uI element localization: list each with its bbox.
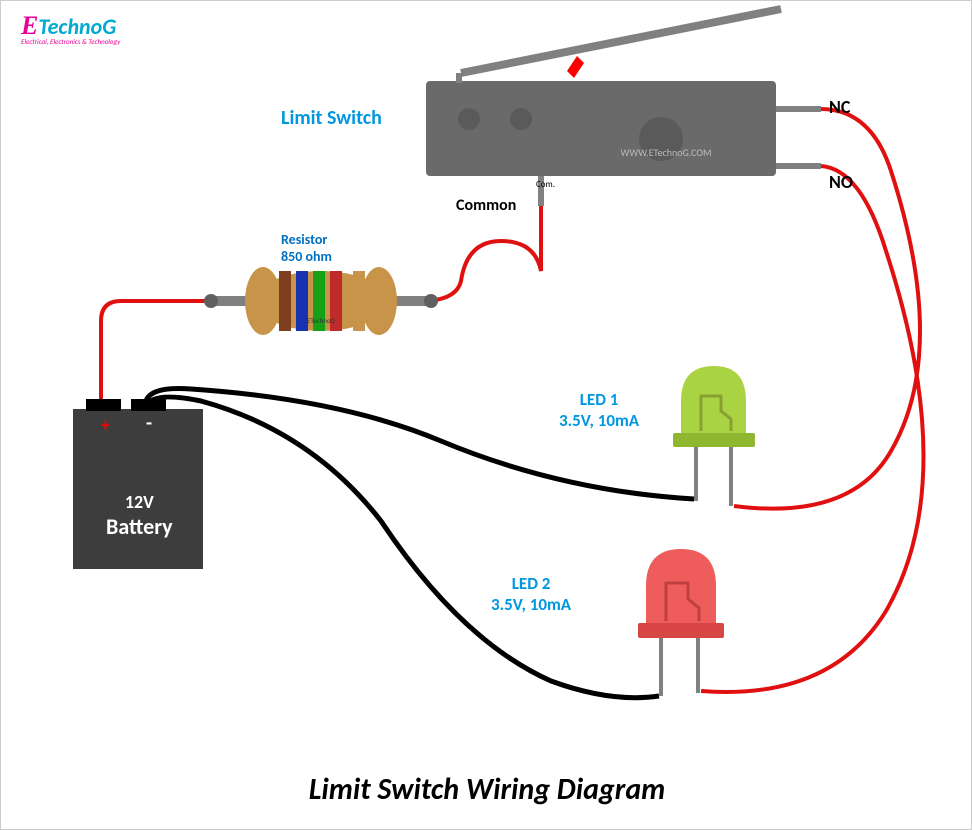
circuit-svg: + - ETechnoG WWW.ETechnoG.COM Com.	[1, 1, 972, 830]
battery: + -	[73, 399, 203, 569]
led2-label: LED 2 3.5V, 10mA	[491, 573, 571, 615]
logo: ETechnoG Electrical, Electronics & Techn…	[21, 11, 120, 46]
limit-switch: WWW.ETechnoG.COM Com.	[426, 9, 781, 190]
diagram-canvas: + - ETechnoG WWW.ETechnoG.COM Com.	[0, 0, 972, 830]
switch-com-short: Com.	[536, 179, 555, 190]
resistor-label: Resistor 850 ohm	[281, 231, 332, 265]
diagram-title: Limit Switch Wiring Diagram	[1, 771, 972, 808]
svg-text:-: -	[146, 411, 152, 435]
battery-voltage: 12V	[106, 491, 173, 513]
logo-sub: Electrical, Electronics & Technology	[21, 37, 120, 46]
svg-text:+: +	[101, 414, 110, 436]
wire-batt-to-led2	[146, 397, 659, 698]
led1	[673, 366, 755, 506]
led1-l2: 3.5V, 10mA	[559, 410, 639, 431]
led2-l2: 3.5V, 10mA	[491, 594, 571, 615]
common-label: Common	[456, 196, 516, 215]
battery-label: 12V Battery	[106, 491, 173, 540]
logo-brand: TechnoG	[38, 13, 116, 40]
resistor-watermark: ETechnoG	[307, 316, 336, 325]
no-label: NO	[829, 171, 853, 193]
led1-l1: LED 1	[559, 389, 639, 410]
led2-l1: LED 2	[491, 573, 571, 594]
wire-resistor-to-common	[421, 201, 541, 301]
switch-label: Limit Switch	[281, 106, 382, 130]
switch-watermark: WWW.ETechnoG.COM	[620, 146, 711, 159]
resistor: ETechnoG	[204, 267, 438, 335]
nc-label: NC	[829, 96, 850, 118]
led1-label: LED 1 3.5V, 10mA	[559, 389, 639, 431]
led2	[638, 549, 724, 696]
resistor-l2: 850 ohm	[281, 248, 332, 265]
resistor-l1: Resistor	[281, 231, 332, 248]
battery-text: Battery	[106, 513, 173, 540]
